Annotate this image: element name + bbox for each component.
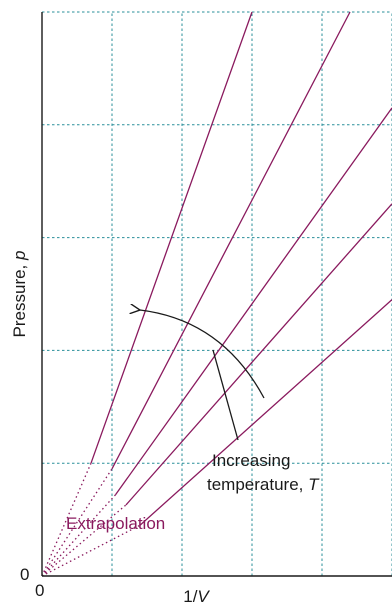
isotherm-extrapolation [41, 524, 141, 577]
isotherm-line [125, 203, 392, 506]
isotherm-lines [41, 11, 392, 577]
annotation-increasing: Increasing [212, 451, 290, 470]
x-axis-label: 1/V [183, 587, 210, 606]
extrapolation-label: Extrapolation [66, 514, 165, 533]
annotation-pointer-line [212, 349, 239, 441]
isotherm-line [90, 11, 253, 464]
isotherm-extrapolation [41, 468, 113, 577]
grid [42, 11, 392, 576]
isotherm-line [111, 11, 351, 470]
isotherm-line [139, 299, 392, 526]
y-origin-label: 0 [20, 565, 29, 584]
isotherm-extrapolation [41, 494, 116, 577]
y-axis-label: Pressure, p [10, 251, 29, 338]
temperature-arrow-arc [140, 310, 265, 399]
x-origin-label: 0 [35, 581, 44, 600]
isotherm-extrapolation [41, 504, 127, 577]
isotherm-line [114, 107, 392, 496]
annotation-temperature: temperature, T [207, 475, 320, 494]
